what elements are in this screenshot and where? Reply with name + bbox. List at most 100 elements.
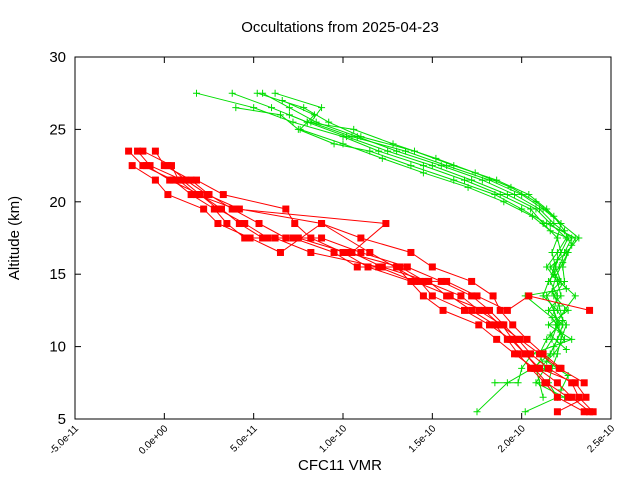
data-point-plus bbox=[559, 317, 567, 325]
data-point-square bbox=[276, 248, 284, 256]
data-point-square bbox=[475, 306, 483, 314]
data-point-plus bbox=[559, 259, 567, 267]
data-point-square bbox=[475, 321, 483, 329]
data-point-square bbox=[291, 220, 299, 228]
data-point-square bbox=[428, 263, 436, 271]
data-point-square bbox=[509, 321, 517, 329]
data-point-square bbox=[557, 364, 565, 372]
data-point-square bbox=[175, 176, 183, 184]
data-point-square bbox=[318, 220, 326, 228]
data-point-square bbox=[491, 321, 499, 329]
data-point-square bbox=[503, 335, 511, 343]
data-point-square bbox=[500, 321, 508, 329]
series-line bbox=[142, 150, 585, 384]
data-point-plus bbox=[553, 256, 561, 264]
data-point-square bbox=[289, 234, 297, 242]
data-point-plus bbox=[552, 273, 560, 281]
data-point-square bbox=[460, 306, 468, 314]
data-point-square bbox=[128, 162, 136, 170]
data-point-square bbox=[264, 234, 272, 242]
data-point-square bbox=[210, 205, 218, 213]
data-point-plus bbox=[532, 379, 540, 387]
red-profile-series bbox=[164, 162, 565, 372]
data-point-plus bbox=[518, 205, 526, 213]
red-profile-series bbox=[142, 162, 572, 401]
data-point-plus bbox=[555, 277, 563, 285]
y-tick-label: 25 bbox=[49, 121, 66, 138]
x-tick-label: 2.0e-10 bbox=[496, 423, 528, 455]
data-point-square bbox=[357, 248, 365, 256]
y-tick-label: 20 bbox=[49, 194, 66, 211]
series-line bbox=[137, 150, 590, 413]
data-point-plus bbox=[268, 104, 276, 112]
data-point-plus bbox=[553, 234, 561, 242]
data-point-plus bbox=[348, 133, 356, 141]
data-point-square bbox=[468, 306, 476, 314]
data-point-plus bbox=[511, 191, 519, 199]
data-point-square bbox=[259, 234, 267, 242]
data-point-square bbox=[139, 147, 147, 155]
data-point-square bbox=[151, 147, 159, 155]
data-point-square bbox=[246, 234, 254, 242]
data-point-square bbox=[203, 191, 211, 199]
x-tick-label: 1.0e-10 bbox=[317, 423, 349, 455]
data-point-plus bbox=[544, 321, 552, 329]
series-line bbox=[154, 150, 594, 413]
data-point-square bbox=[568, 393, 576, 401]
data-point-square bbox=[536, 350, 544, 358]
data-point-square bbox=[218, 205, 226, 213]
series-line bbox=[257, 92, 580, 369]
data-point-plus bbox=[543, 292, 551, 300]
data-point-square bbox=[364, 263, 372, 271]
data-point-square bbox=[580, 408, 588, 416]
green-profile-series bbox=[192, 89, 565, 401]
data-point-plus bbox=[428, 162, 436, 170]
y-tick-label: 30 bbox=[49, 49, 66, 66]
data-point-square bbox=[164, 191, 172, 199]
data-point-plus bbox=[318, 104, 326, 112]
data-point-plus bbox=[419, 169, 427, 177]
data-point-square bbox=[393, 263, 401, 271]
data-point-plus bbox=[525, 191, 533, 199]
data-point-plus bbox=[384, 147, 392, 155]
red-profile-series bbox=[192, 176, 594, 314]
data-point-square bbox=[553, 379, 561, 387]
data-point-square bbox=[468, 277, 476, 285]
data-point-plus bbox=[521, 408, 529, 416]
data-point-square bbox=[235, 205, 243, 213]
data-point-plus bbox=[375, 147, 383, 155]
data-point-square bbox=[214, 205, 222, 213]
data-point-plus bbox=[548, 248, 556, 256]
data-point-plus bbox=[539, 393, 547, 401]
data-point-square bbox=[580, 379, 588, 387]
data-point-plus bbox=[378, 154, 386, 162]
data-point-square bbox=[282, 205, 290, 213]
data-point-plus bbox=[557, 328, 565, 336]
series-layer bbox=[125, 89, 597, 416]
data-point-square bbox=[489, 292, 497, 300]
data-point-square bbox=[214, 220, 222, 228]
data-point-square bbox=[503, 306, 511, 314]
data-point-square bbox=[343, 248, 351, 256]
data-point-square bbox=[527, 364, 535, 372]
data-point-plus bbox=[532, 198, 540, 206]
data-point-plus bbox=[518, 364, 526, 372]
data-point-square bbox=[139, 162, 147, 170]
data-point-plus bbox=[500, 198, 508, 206]
data-point-plus bbox=[271, 89, 279, 97]
data-point-plus bbox=[253, 89, 261, 97]
series-line bbox=[274, 92, 565, 398]
red-profile-series bbox=[151, 147, 597, 416]
data-point-square bbox=[192, 191, 200, 199]
data-point-square bbox=[169, 176, 177, 184]
data-point-square bbox=[196, 191, 204, 199]
data-point-square bbox=[568, 379, 576, 387]
data-point-square bbox=[318, 234, 326, 242]
data-point-square bbox=[366, 248, 374, 256]
data-point-square bbox=[192, 176, 200, 184]
data-point-plus bbox=[491, 379, 499, 387]
x-tick-label: 5.0e-11 bbox=[229, 423, 261, 455]
data-point-square bbox=[419, 292, 427, 300]
data-point-square bbox=[486, 306, 494, 314]
data-point-plus bbox=[514, 379, 522, 387]
